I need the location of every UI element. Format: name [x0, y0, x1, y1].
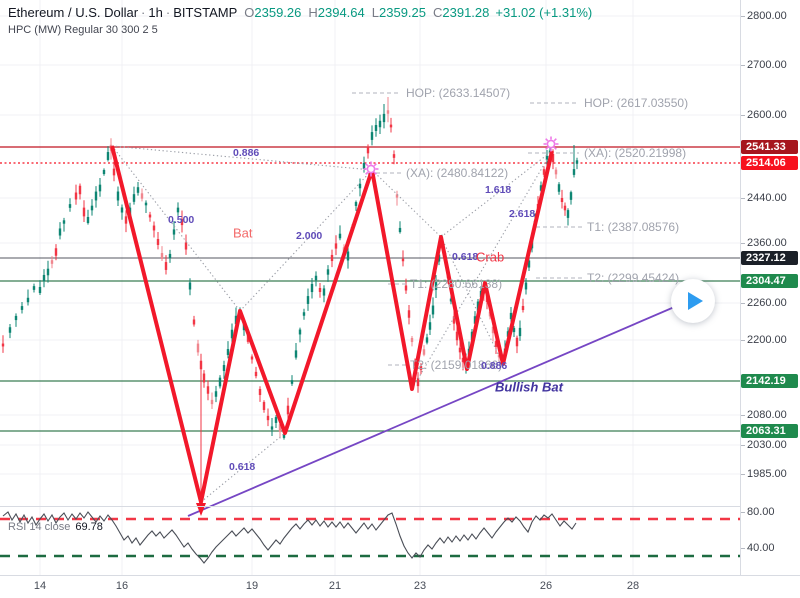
- pattern-name-label: Bat: [233, 225, 253, 241]
- grid-layer: [0, 0, 740, 575]
- replay-play-button[interactable]: [671, 279, 715, 323]
- pattern-callout-label: (XA): (2520.21998): [584, 146, 687, 160]
- symbol-title: Ethereum / U.S. Dollar: [8, 5, 139, 20]
- open-key: O: [244, 5, 255, 20]
- open-value: 2359.26: [254, 5, 302, 20]
- pattern-point-markers: [363, 136, 559, 177]
- pattern-callout-label: (XA): (2480.84122): [406, 166, 509, 180]
- low-key: L: [371, 5, 379, 20]
- price-line-badge: 2541.33: [741, 140, 798, 154]
- price-line-badge: 2327.12: [741, 251, 798, 265]
- pattern-callout-label: T2: (2299.45424): [587, 271, 680, 285]
- pattern-callout-label: T1: (2387.08576): [587, 220, 680, 234]
- legend-separator: ·: [165, 5, 171, 20]
- price-tick-label: 2800.00: [741, 10, 787, 22]
- change-value: +31.02 (+1.31%): [495, 5, 593, 20]
- close-value: 2391.28: [442, 5, 490, 20]
- price-tick-label: 2030.00: [741, 439, 787, 451]
- time-axis[interactable]: 14 16 19 21 23 26 28: [0, 576, 800, 598]
- interval-label[interactable]: 1h: [148, 5, 163, 20]
- time-tick-label: 14: [33, 580, 47, 592]
- time-tick-label: 23: [413, 580, 427, 592]
- price-tick-label: 2440.00: [741, 192, 787, 204]
- pattern-callout-label: T1: (2280.66138): [410, 277, 503, 291]
- rsi-layer: [0, 511, 740, 564]
- price-tick-label: 1985.00: [741, 468, 787, 480]
- candles-layer: [1, 97, 579, 500]
- price-line-badge: 2063.31: [741, 424, 798, 438]
- symbol-legend[interactable]: Ethereum / U.S. Dollar · 1h · BITSTAMP O2359.…: [8, 5, 592, 20]
- fib-ratio-label: 2.000: [296, 230, 323, 242]
- time-tick-label: 21: [328, 580, 342, 592]
- price-tick-label: 80.00: [741, 506, 775, 518]
- pattern-callout-label: HOP: (2617.03550): [584, 96, 689, 110]
- rsi-name: RSI 14 close: [8, 521, 71, 533]
- fib-ratio-label: 0.886: [233, 147, 260, 159]
- callout-lines-layer: [352, 92, 582, 366]
- fib-ratio-label: 0.618: [229, 461, 256, 473]
- trendline[interactable]: [187, 301, 687, 517]
- indicator-legend[interactable]: HPC (MW) Regular 30 300 2 5: [8, 24, 158, 36]
- time-tick-label: 26: [539, 580, 553, 592]
- zigzag-layer: [110, 145, 554, 516]
- fib-ratio-label: 2.618: [509, 208, 536, 220]
- time-tick-label: 16: [115, 580, 129, 592]
- pattern-name-label: Crab: [476, 249, 505, 265]
- time-tick-label: 28: [626, 580, 640, 592]
- exchange-label: BITSTAMP: [173, 5, 238, 20]
- price-tick-label: 2600.00: [741, 109, 787, 121]
- price-lines-layer: [0, 146, 740, 432]
- price-line-badge: 2304.47: [741, 274, 798, 288]
- fib-ratio-label: 0.500: [168, 214, 195, 226]
- high-value: 2394.64: [317, 5, 365, 20]
- pattern-name-label: Bullish Bat: [495, 379, 563, 395]
- time-tick-label: 19: [245, 580, 259, 592]
- high-key: H: [308, 5, 318, 20]
- fib-ratio-label: 0.886: [481, 360, 508, 372]
- fib-ratio-label: 1.618: [485, 184, 512, 196]
- price-tick-label: 2200.00: [741, 334, 787, 346]
- price-tick-label: 2260.00: [741, 297, 787, 309]
- separators-layer: [0, 0, 800, 576]
- pattern-callout-label: T2: (2159.01866): [410, 358, 503, 372]
- low-value: 2359.25: [379, 5, 426, 20]
- price-tick-label: 2700.00: [741, 59, 787, 71]
- price-tick-label: 2360.00: [741, 237, 787, 249]
- rsi-value: 69.78: [75, 521, 103, 533]
- price-line-badge: 2142.19: [741, 374, 798, 388]
- rsi-legend[interactable]: RSI 14 close 69.78: [8, 521, 103, 533]
- fib-ratio-label: 0.618: [452, 251, 479, 263]
- price-axis[interactable]: 2800.00 2700.00 2600.00 2440.00 2360.00 2260.…: [741, 0, 800, 575]
- price-tick-label: 2080.00: [741, 409, 787, 421]
- harmonic-dotted-layer: [111, 145, 553, 503]
- price-line-badge: 2514.06: [741, 156, 798, 170]
- pattern-callout-label: HOP: (2633.14507): [406, 86, 511, 100]
- close-key: C: [433, 5, 443, 20]
- price-tick-label: 40.00: [741, 542, 775, 554]
- legend-separator: ·: [141, 5, 146, 20]
- play-icon: [688, 292, 703, 310]
